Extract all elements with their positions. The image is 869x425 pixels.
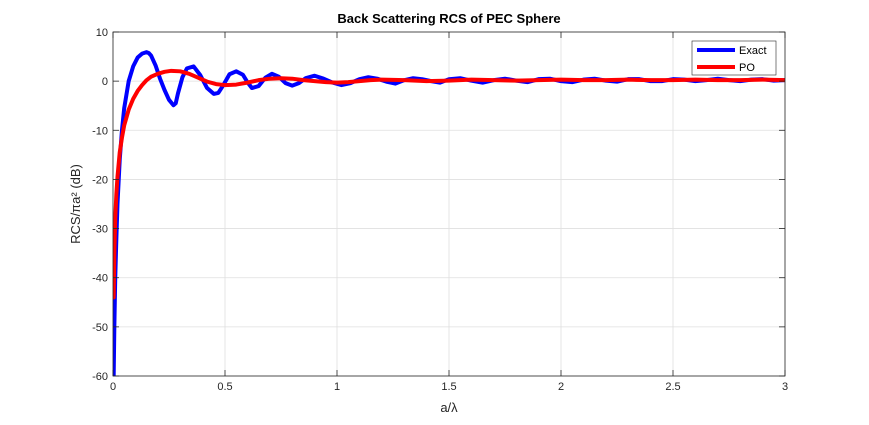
series-layer: [113, 50, 785, 376]
y-tick-label: -50: [92, 322, 108, 334]
y-tick-label: -10: [92, 125, 108, 137]
axis-ticks: [112, 31, 786, 377]
y-tick-label: -20: [92, 174, 108, 186]
y-tick-label: 10: [96, 27, 108, 39]
y-tick-label: -60: [92, 371, 108, 383]
y-tick-label: -40: [92, 273, 108, 285]
series-line-po: [113, 68, 785, 300]
y-axis-label: RCS/πa² (dB): [68, 164, 83, 244]
x-tick-label: 0: [110, 381, 116, 393]
legend-box: [691, 40, 777, 76]
x-tick-label: 2: [558, 381, 564, 393]
legend-label-exact: Exact: [739, 45, 767, 57]
x-tick-label: 1.5: [441, 381, 456, 393]
x-tick-label: 2.5: [665, 381, 680, 393]
legend-label-po: PO: [739, 62, 755, 74]
legend: Exact PO: [691, 40, 777, 76]
y-tick-label: 0: [102, 76, 108, 88]
chart-title: Back Scattering RCS of PEC Sphere: [337, 11, 560, 26]
y-tick-label: -30: [92, 224, 108, 236]
x-tick-label: 3: [782, 381, 788, 393]
x-axis-label: a/λ: [440, 400, 458, 415]
tick-labels: 0 0.5 1 1.5 2 2.5 3 -60 -50 -40 -30 -20 -10 0 10: [92, 27, 788, 393]
x-tick-label: 1: [334, 381, 340, 393]
x-tick-label: 0.5: [217, 381, 232, 393]
